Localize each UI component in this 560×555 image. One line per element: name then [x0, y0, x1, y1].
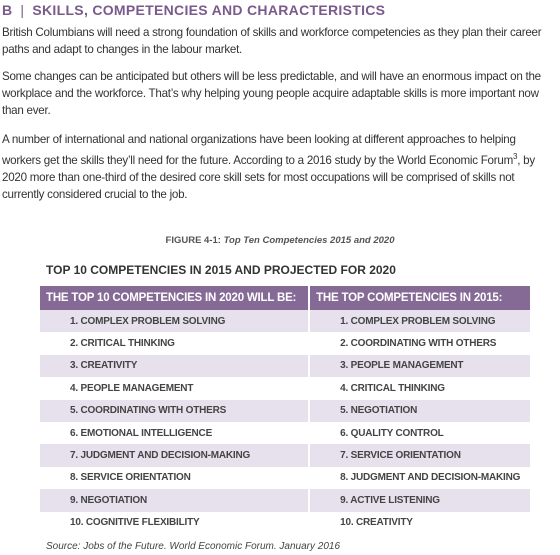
- figure-label: FIGURE 4-1:: [165, 235, 221, 246]
- table-row: 5. COORDINATING WITH OTHERS 5. NEGOTIATIO…: [37, 399, 530, 422]
- table-cell: 3. PEOPLE MANAGEMENT: [308, 354, 530, 378]
- paragraph-text: A number of international and national o…: [2, 133, 516, 167]
- table-cell: 4. PEOPLE MANAGEMENT: [37, 377, 310, 400]
- table-cell: 2. CRITICAL THINKING: [37, 332, 310, 355]
- paragraph: British Columbians will need a strong fo…: [2, 26, 542, 56]
- table-cell: 3. CREATIVITY: [37, 354, 310, 378]
- table-row: 7. JUDGMENT AND DECISION-MAKING 7. SERVIC…: [37, 444, 530, 467]
- table-row: 10. COGNITIVE FLEXIBILITY 10. CREATIVITY: [37, 511, 530, 534]
- source-note: Source: Jobs of the Future. World Econom…: [46, 541, 341, 552]
- column-header: THE TOP COMPETENCIES IN 2015:: [308, 286, 530, 310]
- table-cell: 10. COGNITIVE FLEXIBILITY: [37, 511, 310, 534]
- section-letter: B: [2, 2, 13, 18]
- table-cell: 9. ACTIVE LISTENING: [308, 489, 530, 512]
- header-row: THE TOP 10 COMPETENCIES IN 2020 WILL BE:…: [37, 286, 530, 310]
- table-row: 9. NEGOTIATION 9. ACTIVE LISTENING: [37, 489, 530, 512]
- figure-title: Top Ten Competencies 2015 and 2020: [223, 235, 395, 246]
- table-cell: 4. CRITICAL THINKING: [308, 377, 530, 400]
- paragraph: Some changes can be anticipated but othe…: [2, 70, 541, 117]
- table-cell: 8. SERVICE ORIENTATION: [37, 466, 310, 490]
- footnote-ref: 3: [512, 152, 518, 161]
- table-title: TOP 10 COMPETENCIES IN 2015 AND PROJECTE…: [46, 263, 396, 277]
- table-row: 4. PEOPLE MANAGEMENT 4. CRITICAL THINKING: [37, 377, 530, 400]
- table-cell: 6. EMOTIONAL INTELLIGENCE: [37, 421, 310, 445]
- table-row: 8. SERVICE ORIENTATION 8. JUDGMENT AND DE…: [37, 466, 530, 490]
- table-cell: 5. COORDINATING WITH OTHERS: [37, 399, 310, 422]
- table-cell: 9. NEGOTIATION: [37, 489, 310, 512]
- table-cell: 8. JUDGMENT AND DECISION-MAKING: [308, 466, 530, 490]
- table-cell: 6. QUALITY CONTROL: [308, 421, 530, 445]
- table-row: 6. EMOTIONAL INTELLIGENCE 6. QUALITY CONT…: [37, 421, 530, 445]
- table-cell: 1. COMPLEX PROBLEM SOLVING: [37, 310, 310, 333]
- section-title: SKILLS, COMPETENCIES AND CHARACTERISTICS: [32, 2, 386, 18]
- table-cell: 7. SERVICE ORIENTATION: [308, 444, 530, 467]
- table-row: 2. CRITICAL THINKING 2. COORDINATING WITH…: [37, 332, 530, 355]
- table-cell: 5. NEGOTIATION: [308, 399, 530, 422]
- column-header: THE TOP 10 COMPETENCIES IN 2020 WILL BE:: [37, 286, 310, 310]
- table-cell: 10. CREATIVITY: [308, 511, 530, 534]
- table-cell: 2. COORDINATING WITH OTHERS: [308, 332, 530, 355]
- competency-table: THE TOP 10 COMPETENCIES IN 2020 WILL BE:…: [37, 286, 530, 534]
- paragraph: A number of international and national o…: [2, 131, 557, 203]
- table-cell: 1. COMPLEX PROBLEM SOLVING: [308, 310, 530, 333]
- paragraph-text: , by 2020 more than one-third of the des…: [2, 153, 535, 201]
- figure-caption: FIGURE 4-1: Top Ten Competencies 2015 an…: [0, 235, 560, 246]
- table-row: 1. COMPLEX PROBLEM SOLVING 1. COMPLEX PRO…: [37, 310, 530, 333]
- section-heading: B | SKILLS, COMPETENCIES AND CHARACTERISTI…: [2, 2, 386, 18]
- table-row: 3. CREATIVITY 3. PEOPLE MANAGEMENT: [37, 354, 530, 378]
- table-cell: 7. JUDGMENT AND DECISION-MAKING: [37, 444, 310, 467]
